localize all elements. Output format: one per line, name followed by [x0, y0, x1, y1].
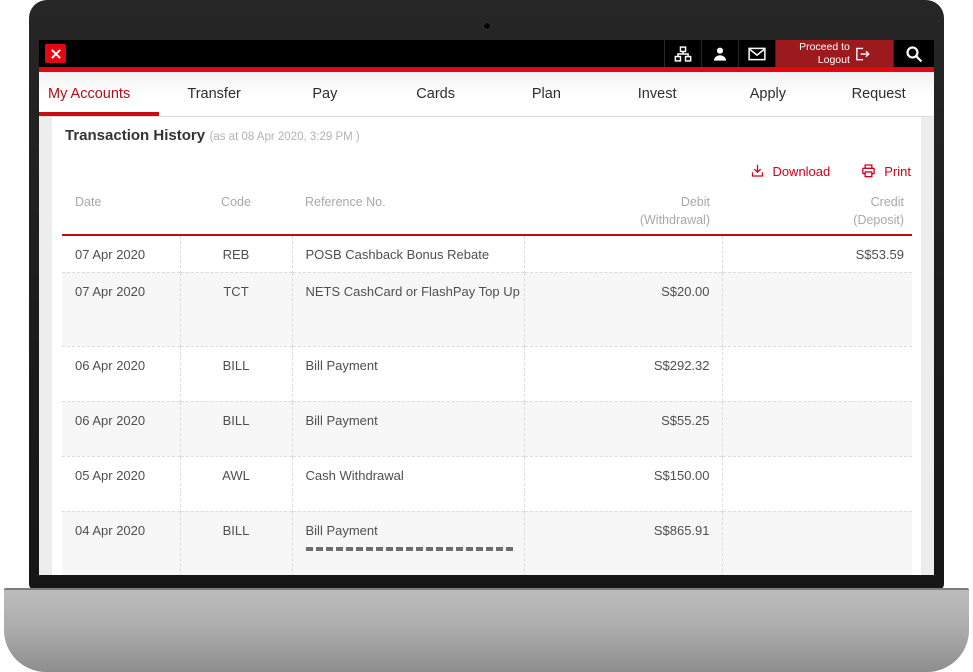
table-row: 05 Apr 2020 AWL Cash Withdrawal S$150.00 — [62, 455, 912, 511]
cell-reference: NETS CashCard or FlashPay Top Up — [291, 271, 524, 346]
cell-credit: S$53.59 — [721, 235, 912, 272]
accent-line — [39, 67, 934, 72]
col-header-credit: Credit (Deposit) — [722, 185, 912, 236]
tab-plan[interactable]: Plan — [531, 86, 561, 102]
cell-credit — [721, 345, 912, 401]
print-button[interactable]: Print — [860, 163, 911, 179]
cell-date: 06 Apr 2020 — [62, 400, 180, 456]
col-header-reference: Reference No. — [292, 185, 524, 236]
cell-debit — [523, 235, 722, 272]
cell-date: 04 Apr 2020 — [62, 510, 180, 575]
search-icon — [905, 45, 923, 63]
main-nav: My Accounts Transfer Pay Cards Plan Invest App… — [39, 72, 934, 117]
cell-credit — [721, 271, 912, 346]
tab-pay[interactable]: Pay — [312, 86, 338, 102]
monitor-stand — [4, 588, 969, 672]
page-subtitle: (as at 08 Apr 2020, 3:29 PM ) — [209, 131, 360, 143]
cell-reference: Bill Payment — [291, 400, 524, 456]
cell-code: BILL — [179, 510, 292, 575]
cell-credit — [721, 400, 912, 456]
monitor-frame: Proceed to Logout My Accounts Transfer Pay… — [29, 0, 944, 590]
mail-icon — [748, 47, 766, 61]
sitemap-icon — [674, 45, 692, 62]
topbar-spacer — [66, 40, 664, 67]
cell-reference: POSB Cashback Bonus Rebate — [291, 235, 524, 272]
cell-code: TCT — [179, 271, 292, 346]
table-row: 07 Apr 2020 TCT NETS CashCard or FlashPay … — [62, 271, 912, 346]
title-row: Transaction History (as at 08 Apr 2020, … — [52, 117, 921, 145]
cell-date: 05 Apr 2020 — [62, 455, 180, 511]
mail-button[interactable] — [738, 40, 775, 67]
tab-transfer[interactable]: Transfer — [187, 86, 241, 102]
cell-code: REB — [179, 235, 292, 272]
actions-row: Download Print — [52, 145, 921, 185]
logout-button[interactable]: Proceed to Logout — [775, 40, 893, 67]
col-header-debit: Debit (Withdrawal) — [524, 185, 722, 236]
cell-code: BILL — [179, 345, 292, 401]
tab-cards[interactable]: Cards — [416, 86, 455, 102]
cell-date: 07 Apr 2020 — [75, 247, 146, 262]
cell-reference: Bill Payment — [291, 510, 524, 575]
print-label: Print — [884, 163, 911, 179]
cell-date: 07 Apr 2020 — [62, 271, 180, 346]
logout-icon — [855, 47, 870, 61]
sitemap-button[interactable] — [664, 40, 701, 67]
content-area: Transaction History (as at 08 Apr 2020, … — [39, 117, 934, 575]
cell-debit: S$292.32 — [523, 345, 722, 401]
topbar: Proceed to Logout — [39, 40, 934, 67]
col-header-date: Date — [62, 185, 180, 236]
profile-button[interactable] — [701, 40, 738, 67]
tab-apply[interactable]: Apply — [749, 86, 787, 102]
cell-debit: S$20.00 — [523, 271, 722, 346]
cell-reference: Bill Payment — [291, 345, 524, 401]
transaction-table-body: 07 Apr 2020 REB POSB Cashback Bonus Rebate… — [62, 235, 912, 575]
download-label: Download — [772, 163, 831, 179]
cell-debit: S$55.25 — [523, 400, 722, 456]
table-header: Date Code Reference No. Debit (Withdrawal… — [62, 185, 912, 236]
close-button[interactable] — [45, 44, 66, 63]
logout-label: Proceed to Logout — [799, 41, 850, 66]
tab-request[interactable]: Request — [851, 86, 906, 102]
col-header-code: Code — [180, 185, 292, 236]
table-row: 07 Apr 2020 REB POSB Cashback Bonus Rebate… — [62, 235, 912, 272]
cell-reference: Cash Withdrawal — [291, 455, 524, 511]
user-icon — [712, 46, 728, 62]
cell-debit: S$150.00 — [523, 455, 722, 511]
page: Transaction History (as at 08 Apr 2020, … — [52, 117, 921, 575]
screen: Proceed to Logout My Accounts Transfer Pay… — [39, 40, 934, 575]
transaction-table: Date Code Reference No. Debit (Withdrawal… — [62, 185, 912, 575]
table-row: 04 Apr 2020 BILL Bill Payment S$865.91 — [62, 510, 912, 575]
print-icon — [860, 163, 877, 179]
table-row: 06 Apr 2020 BILL Bill Payment S$55.25 — [62, 400, 912, 456]
page-title: Transaction History — [65, 127, 206, 144]
table-row: 06 Apr 2020 BILL Bill Payment S$292.32 — [62, 345, 912, 401]
cell-code: BILL — [179, 400, 292, 456]
camera-dot — [482, 22, 491, 30]
cell-debit: S$865.91 — [523, 510, 722, 575]
download-icon — [750, 163, 765, 179]
tab-invest[interactable]: Invest — [637, 86, 677, 102]
download-button[interactable]: Download — [750, 163, 830, 179]
cell-credit — [721, 510, 912, 575]
tab-my-accounts[interactable]: My Accounts — [39, 72, 159, 116]
cell-credit — [721, 455, 912, 511]
clipped-text-remnant — [305, 546, 515, 551]
cell-date: 06 Apr 2020 — [62, 345, 180, 401]
cell-code: AWL — [179, 455, 292, 511]
search-button[interactable] — [893, 40, 934, 67]
close-icon — [50, 48, 62, 60]
